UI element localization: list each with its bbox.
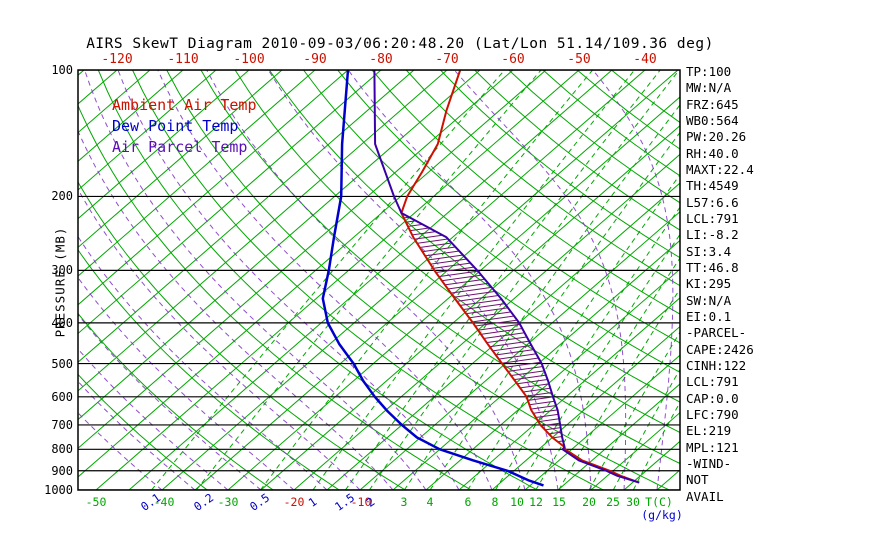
dry-adiabat-line xyxy=(371,70,680,315)
dry-adiabat-line xyxy=(234,70,680,434)
isotherm-line xyxy=(194,70,679,490)
dry-adiabat-line xyxy=(508,70,680,204)
isotherm-line xyxy=(78,70,415,363)
dewpoint-curve xyxy=(321,70,544,487)
legend: Ambient Air Temp Dew Point Temp Air Parc… xyxy=(112,95,257,158)
mixing-ratio-line xyxy=(558,287,680,490)
moist-adiabat-line xyxy=(78,380,196,490)
mixing-ratio-line xyxy=(151,70,505,490)
isotherm-line xyxy=(78,70,316,277)
pressure-axis-label: PRESSURE (MB) xyxy=(52,226,68,338)
isotherm-line xyxy=(623,440,680,490)
dry-adiabat-line xyxy=(440,70,680,259)
dry-adiabat-line xyxy=(78,104,472,490)
isotherm-line xyxy=(690,70,870,490)
moist-adiabat-line xyxy=(347,70,592,490)
mixing-ratio-line xyxy=(312,70,635,490)
dry-adiabat-line xyxy=(78,312,274,490)
page-title: AIRS SkewT Diagram 2010-09-03/06:20:48.2… xyxy=(86,36,714,52)
mixing-ratio-line xyxy=(403,104,680,490)
isotherm-line xyxy=(95,70,580,490)
isotherm-line xyxy=(491,325,680,490)
mixing-ratio-line xyxy=(368,70,680,490)
isotherm-line xyxy=(161,70,646,490)
mixing-ratio-line xyxy=(494,206,680,490)
plot-grid xyxy=(0,70,870,490)
moist-adiabat-line xyxy=(78,313,262,490)
dry-adiabat-line xyxy=(542,70,680,177)
legend-item-parcel: Air Parcel Temp xyxy=(112,138,248,156)
cape-region xyxy=(401,213,565,447)
isotherm-line xyxy=(524,354,680,490)
mixing-ratio-line xyxy=(535,257,680,490)
moist-adiabat-line xyxy=(690,70,740,490)
moist-adiabat-line xyxy=(78,129,394,490)
mixing-ratio-line xyxy=(588,331,680,490)
dry-adiabat-line xyxy=(337,70,680,344)
moist-adiabat-line xyxy=(206,70,526,490)
mixing-ratio-line xyxy=(196,70,542,490)
moist-adiabat-line xyxy=(78,235,328,490)
isotherm-line xyxy=(78,70,547,478)
isotherm-line xyxy=(590,411,680,490)
ambient-temp-curve xyxy=(400,70,640,484)
isotherm-line xyxy=(78,70,85,76)
mixing-ratio-line xyxy=(260,70,593,490)
moist-adiabat-line xyxy=(84,70,427,490)
dry-adiabat-line xyxy=(405,70,680,287)
isotherm-line xyxy=(392,239,680,490)
isotherm-line xyxy=(78,70,481,421)
parcel-temp-curve xyxy=(373,70,640,484)
isotherm-line xyxy=(293,153,680,490)
isotherm-line xyxy=(78,70,184,162)
isotherm-line xyxy=(0,70,51,490)
moist-adiabat-line xyxy=(453,70,627,490)
legend-item-dewpoint: Dew Point Temp xyxy=(112,117,239,135)
isotherm-line xyxy=(78,70,514,449)
legend-item-ambient: Ambient Air Temp xyxy=(112,96,257,114)
isotherm-line xyxy=(78,70,217,191)
dry-adiabat-line xyxy=(132,70,604,490)
isotherm-line xyxy=(557,383,680,490)
moist-adiabat-line xyxy=(267,70,559,490)
isotherm-line xyxy=(326,182,680,490)
isotherm-line xyxy=(260,124,680,490)
isotherm-line xyxy=(78,70,283,249)
isotherm-line xyxy=(78,70,448,392)
moist-adiabat-line xyxy=(78,188,361,490)
isotherm-line xyxy=(359,211,680,490)
moist-adiabat-line xyxy=(592,70,674,490)
isotherm-line xyxy=(78,70,349,306)
moist-adiabat-line xyxy=(78,348,229,490)
dry-adiabat-line xyxy=(611,70,680,124)
isotherm-line xyxy=(78,70,382,335)
mixing-ratio-line xyxy=(429,131,680,490)
dry-adiabat-line xyxy=(303,70,680,373)
mixing-ratio-line xyxy=(516,233,680,490)
moist-adiabat-line xyxy=(78,276,295,490)
dry-adiabat-line xyxy=(576,70,680,150)
isotherm-line xyxy=(78,70,250,220)
moist-adiabat-line xyxy=(78,412,163,490)
isotherm-line xyxy=(425,268,680,490)
plot-frame xyxy=(77,69,681,491)
isotherm-line xyxy=(128,70,613,490)
mixing-ratio-line xyxy=(467,173,680,490)
mixing-ratio-line xyxy=(612,368,680,490)
dry-adiabat-line xyxy=(78,373,208,490)
dry-adiabat-line xyxy=(78,181,406,490)
isotherm-line xyxy=(656,469,680,490)
